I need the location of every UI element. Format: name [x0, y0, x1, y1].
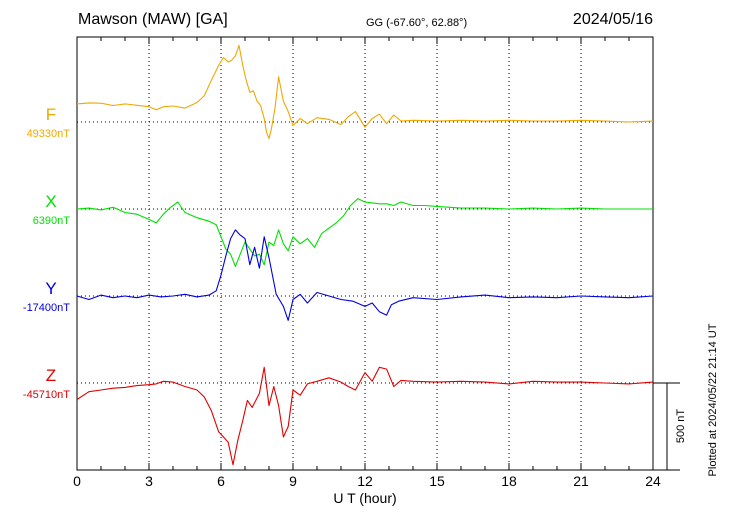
baseline-value-f: 49330nT: [27, 128, 71, 140]
x-tick-label: 18: [501, 473, 517, 489]
trace-x: [76, 198, 653, 267]
baseline-value-y: -17400nT: [23, 302, 70, 314]
series-name-f: F: [46, 105, 56, 124]
trace-z: [76, 366, 654, 466]
scale-bar: 500 nT: [653, 382, 687, 471]
trace-f: [76, 44, 654, 140]
trace-y: [76, 229, 654, 321]
x-tick-label: 24: [645, 473, 661, 489]
x-tick-label: 15: [429, 473, 445, 489]
x-tick-label: 6: [217, 473, 225, 489]
x-tick-label: 9: [289, 473, 297, 489]
plotted-timestamp: Plotted at 2024/05/22 21:14 UT: [707, 323, 719, 476]
baseline-value-x: 6390nT: [33, 215, 71, 227]
coordinates-label: GG (-67.60°, 62.88°): [366, 17, 467, 29]
series-name-z: Z: [46, 366, 56, 385]
station-title: Mawson (MAW) [GA]: [78, 11, 228, 28]
grid-lines: [77, 37, 653, 470]
series-traces: [76, 44, 654, 466]
x-axis-label: U T (hour): [333, 490, 396, 506]
series-name-x: X: [45, 192, 56, 211]
x-tick-label: 3: [145, 473, 153, 489]
x-tick-label: 12: [357, 473, 373, 489]
baseline-value-z: -45710nT: [23, 389, 70, 401]
date-label: 2024/05/16: [573, 11, 653, 28]
series-labels: F 49330nT X 6390nT Y -17400nT Z -45710nT: [23, 105, 70, 401]
x-tick-label: 21: [573, 473, 589, 489]
scale-bar-label: 500 nT: [675, 409, 687, 444]
x-axis-ticks: 0 3 6 9 12 15 18 21 24: [73, 37, 661, 489]
series-name-y: Y: [45, 279, 56, 298]
x-tick-label: 0: [73, 473, 81, 489]
